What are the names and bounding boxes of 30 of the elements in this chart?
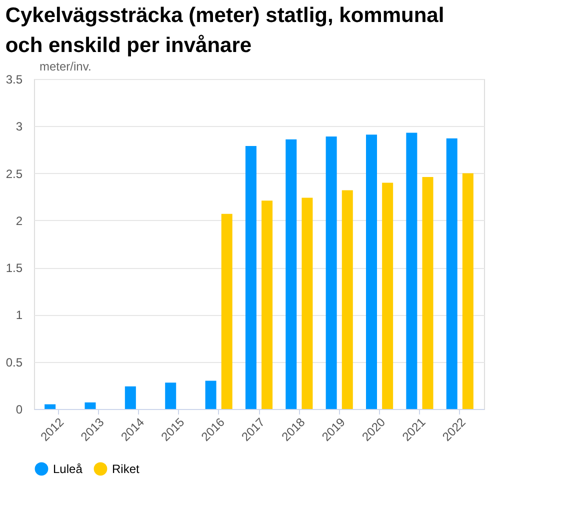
y-axis-title: meter/inv. — [40, 60, 92, 74]
bar — [262, 200, 273, 409]
bar — [366, 134, 377, 409]
y-tick-label: 1.5 — [6, 261, 23, 276]
y-tick-label: 3 — [16, 120, 23, 134]
bar — [342, 190, 353, 409]
y-tick-label: 0 — [16, 402, 23, 416]
chart-title: Cykelvägssträcka (meter) statlig, kommunal och enskild per invånare — [5, 4, 444, 57]
bar — [286, 139, 297, 409]
bar — [462, 173, 474, 409]
bar — [124, 386, 136, 409]
bar — [302, 198, 313, 409]
bar — [406, 132, 418, 409]
bar — [382, 182, 394, 409]
y-tick-label: 0.5 — [6, 355, 23, 370]
y-tick-label: 2 — [16, 214, 23, 228]
legend-label: Riket — [112, 462, 140, 476]
bar — [422, 177, 434, 409]
bar — [245, 146, 256, 409]
bar — [326, 136, 337, 409]
bar — [165, 382, 176, 409]
bar — [446, 138, 458, 409]
bar — [205, 380, 216, 409]
bar — [84, 402, 96, 409]
y-tick-label: 1 — [16, 308, 23, 322]
legend-label: Luleå — [53, 462, 83, 476]
bar — [221, 214, 232, 409]
y-tick-label: 3.5 — [6, 72, 23, 86]
bar — [44, 404, 56, 409]
y-tick-label: 2.5 — [6, 166, 23, 181]
